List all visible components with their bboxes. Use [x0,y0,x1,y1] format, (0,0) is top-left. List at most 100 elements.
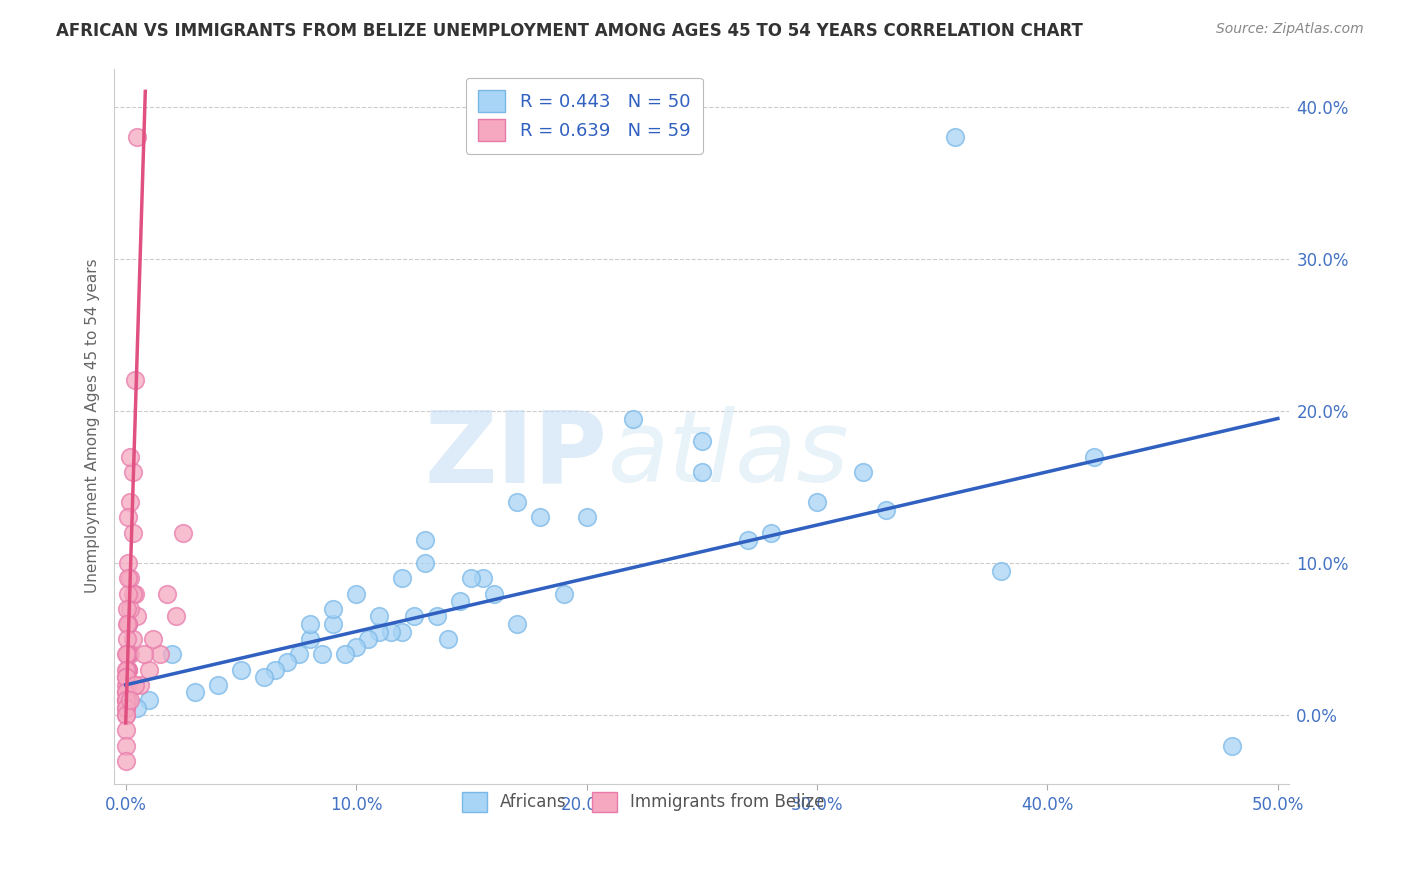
Point [115,678,138,692]
Point [575,510,598,524]
Point [413,556,436,570]
Point [506,495,529,509]
Point [124,374,146,388]
Point [134,648,156,662]
Text: ZIP: ZIP [425,406,607,503]
Point [120,495,142,509]
Point [115,632,138,647]
Point [117,556,139,570]
Point [114,739,136,753]
Point [138,663,160,677]
Text: Source: ZipAtlas.com: Source: ZipAtlas.com [1216,22,1364,37]
Point [114,685,136,699]
Point [344,640,367,654]
Point [115,678,138,692]
Point [184,685,207,699]
Point [172,525,194,540]
Point [391,571,413,585]
Point [356,632,378,647]
Point [690,434,713,449]
Point [115,700,138,714]
Point [117,616,139,631]
Point [1220,739,1243,753]
Point [127,130,149,145]
Point [299,632,322,647]
Point [156,586,179,600]
Point [121,586,143,600]
Y-axis label: Unemployment Among Ages 45 to 54 years: Unemployment Among Ages 45 to 54 years [86,259,100,593]
Point [117,616,139,631]
Point [207,678,229,692]
Point [806,495,828,509]
Point [875,503,897,517]
Point [990,564,1012,578]
Point [344,586,367,600]
Point [120,648,142,662]
Point [322,601,344,615]
Point [124,586,146,600]
Point [1083,450,1105,464]
Point [160,648,183,662]
Point [114,670,136,684]
Point [117,510,139,524]
Point [115,685,138,699]
Point [943,130,966,145]
Point [115,616,138,631]
Point [117,663,139,677]
Point [124,678,146,692]
Point [115,663,138,677]
Point [149,648,172,662]
Point [322,616,344,631]
Point [114,693,136,707]
Point [115,693,138,707]
Point [115,670,138,684]
Point [117,586,139,600]
Point [142,632,165,647]
Point [311,648,333,662]
Point [117,648,139,662]
Point [506,616,529,631]
Point [120,571,142,585]
Point [117,678,139,692]
Point [471,571,494,585]
Text: AFRICAN VS IMMIGRANTS FROM BELIZE UNEMPLOYMENT AMONG AGES 45 TO 54 YEARS CORRELA: AFRICAN VS IMMIGRANTS FROM BELIZE UNEMPL… [56,22,1083,40]
Legend: Africans, Immigrants from Belize: Africans, Immigrants from Belize [449,779,838,825]
Point [529,510,551,524]
Point [120,693,142,707]
Point [737,533,759,548]
Point [115,708,138,723]
Point [484,586,506,600]
Point [413,533,436,548]
Point [852,465,875,479]
Point [299,616,322,631]
Point [114,754,136,768]
Point [380,624,402,639]
Point [253,670,276,684]
Point [117,648,139,662]
Point [449,594,471,608]
Point [120,601,142,615]
Point [264,663,287,677]
Point [165,609,187,624]
Point [115,648,138,662]
Point [115,663,138,677]
Point [391,624,413,639]
Point [128,678,150,692]
Point [115,648,138,662]
Point [368,624,391,639]
Point [402,609,425,624]
Point [138,693,160,707]
Point [460,571,482,585]
Point [229,663,252,677]
Point [120,450,142,464]
Point [114,708,136,723]
Point [114,700,136,714]
Point [117,571,139,585]
Point [117,693,139,707]
Point [114,723,136,738]
Point [115,663,138,677]
Point [115,693,138,707]
Point [553,586,575,600]
Point [127,700,149,714]
Point [759,525,782,540]
